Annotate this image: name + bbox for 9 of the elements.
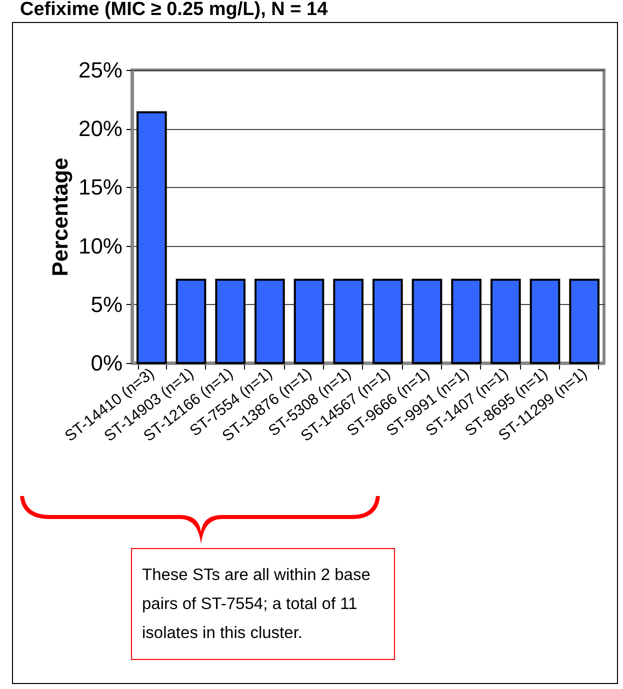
chart-title: Cefixime (MIC ≥ 0.25 mg/L), N = 14 [20,0,328,20]
y-tick-label: 5% [90,292,122,317]
text: These STs are all within 2 base pairs of ST-7554; a total of 11 isolates in this cluster. [131,548,395,660]
y-tick-label: 20% [78,116,122,142]
y-tick-label: 0% [90,350,122,376]
y-tick-label: 10% [78,233,122,258]
y-axis-title: Percentage [47,158,72,276]
y-tick-label: 15% [78,174,122,200]
y-tick-label: 25% [78,58,122,82]
